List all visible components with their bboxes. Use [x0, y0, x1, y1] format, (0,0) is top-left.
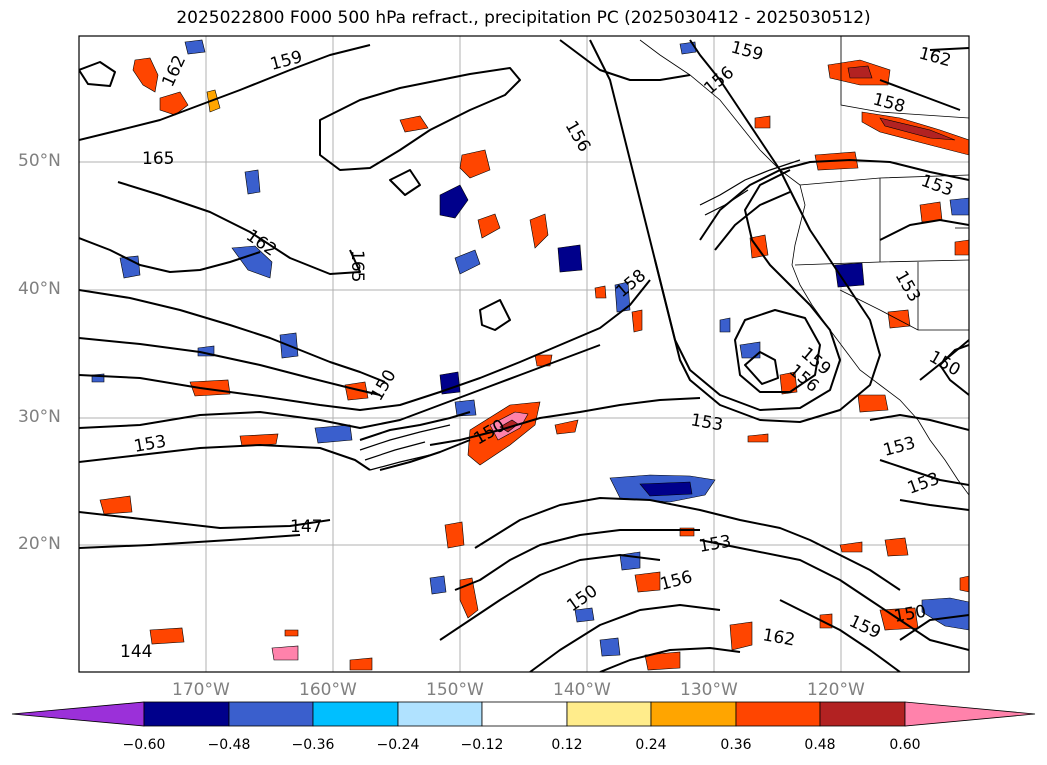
lon-label: 120°W [807, 680, 865, 700]
coastline [639, 36, 969, 496]
lon-label: 160°W [299, 680, 357, 700]
contour-labels: 159 162 159 156 162 158 165 156 162 165 … [120, 38, 964, 662]
contour-lines-fine [359, 159, 801, 471]
colorbar-segment [735, 701, 821, 727]
colorbar-tick: 0.60 [889, 737, 921, 753]
colorbar-segment [481, 701, 568, 727]
colorbar-tick: 0.48 [804, 737, 836, 753]
lon-label: 130°W [680, 680, 738, 700]
contour-label: 165 [142, 149, 174, 169]
lat-label: 40°N [18, 279, 61, 299]
contour-label: 144 [120, 642, 152, 662]
colorbar-tick: −0.12 [460, 737, 504, 753]
colorbar-extend-left [11, 701, 145, 727]
colorbar-tick: 0.24 [635, 737, 667, 753]
colorbar-extend-right [904, 701, 1036, 727]
contour-lines [79, 39, 969, 672]
lon-label: 150°W [426, 680, 484, 700]
colorbar-tick: 0.36 [720, 737, 752, 753]
colorbar-tick: −0.24 [376, 737, 420, 753]
lat-label: 50°N [18, 151, 61, 171]
colorbar-segment [228, 701, 314, 727]
plot-frame [78, 35, 970, 673]
colorbar-segment [143, 701, 230, 727]
lat-label: 30°N [18, 407, 61, 427]
precip-negative [91, 39, 969, 657]
colorbar-tick: 0.12 [551, 737, 583, 753]
colorbar-segment [819, 701, 906, 727]
plot-area [79, 36, 969, 672]
colorbar-segment [312, 701, 399, 727]
colorbar-tick: −0.48 [207, 737, 251, 753]
map-title: 2025022800 F000 500 hPa refract., precip… [176, 8, 871, 28]
colorbar-tick: −0.36 [291, 737, 335, 753]
colorbar-segment [650, 701, 737, 727]
colorbar [11, 701, 1036, 727]
colorbar-segment [397, 701, 483, 727]
colorbar-segment [566, 701, 652, 727]
precip-positive [99, 57, 969, 671]
lon-label: 170°W [172, 680, 230, 700]
contour-label: 147 [290, 517, 322, 537]
contour-label: 165 [347, 250, 367, 282]
lon-label: 140°W [553, 680, 611, 700]
lat-label: 20°N [18, 534, 61, 554]
colorbar-tick: −0.60 [122, 737, 166, 753]
